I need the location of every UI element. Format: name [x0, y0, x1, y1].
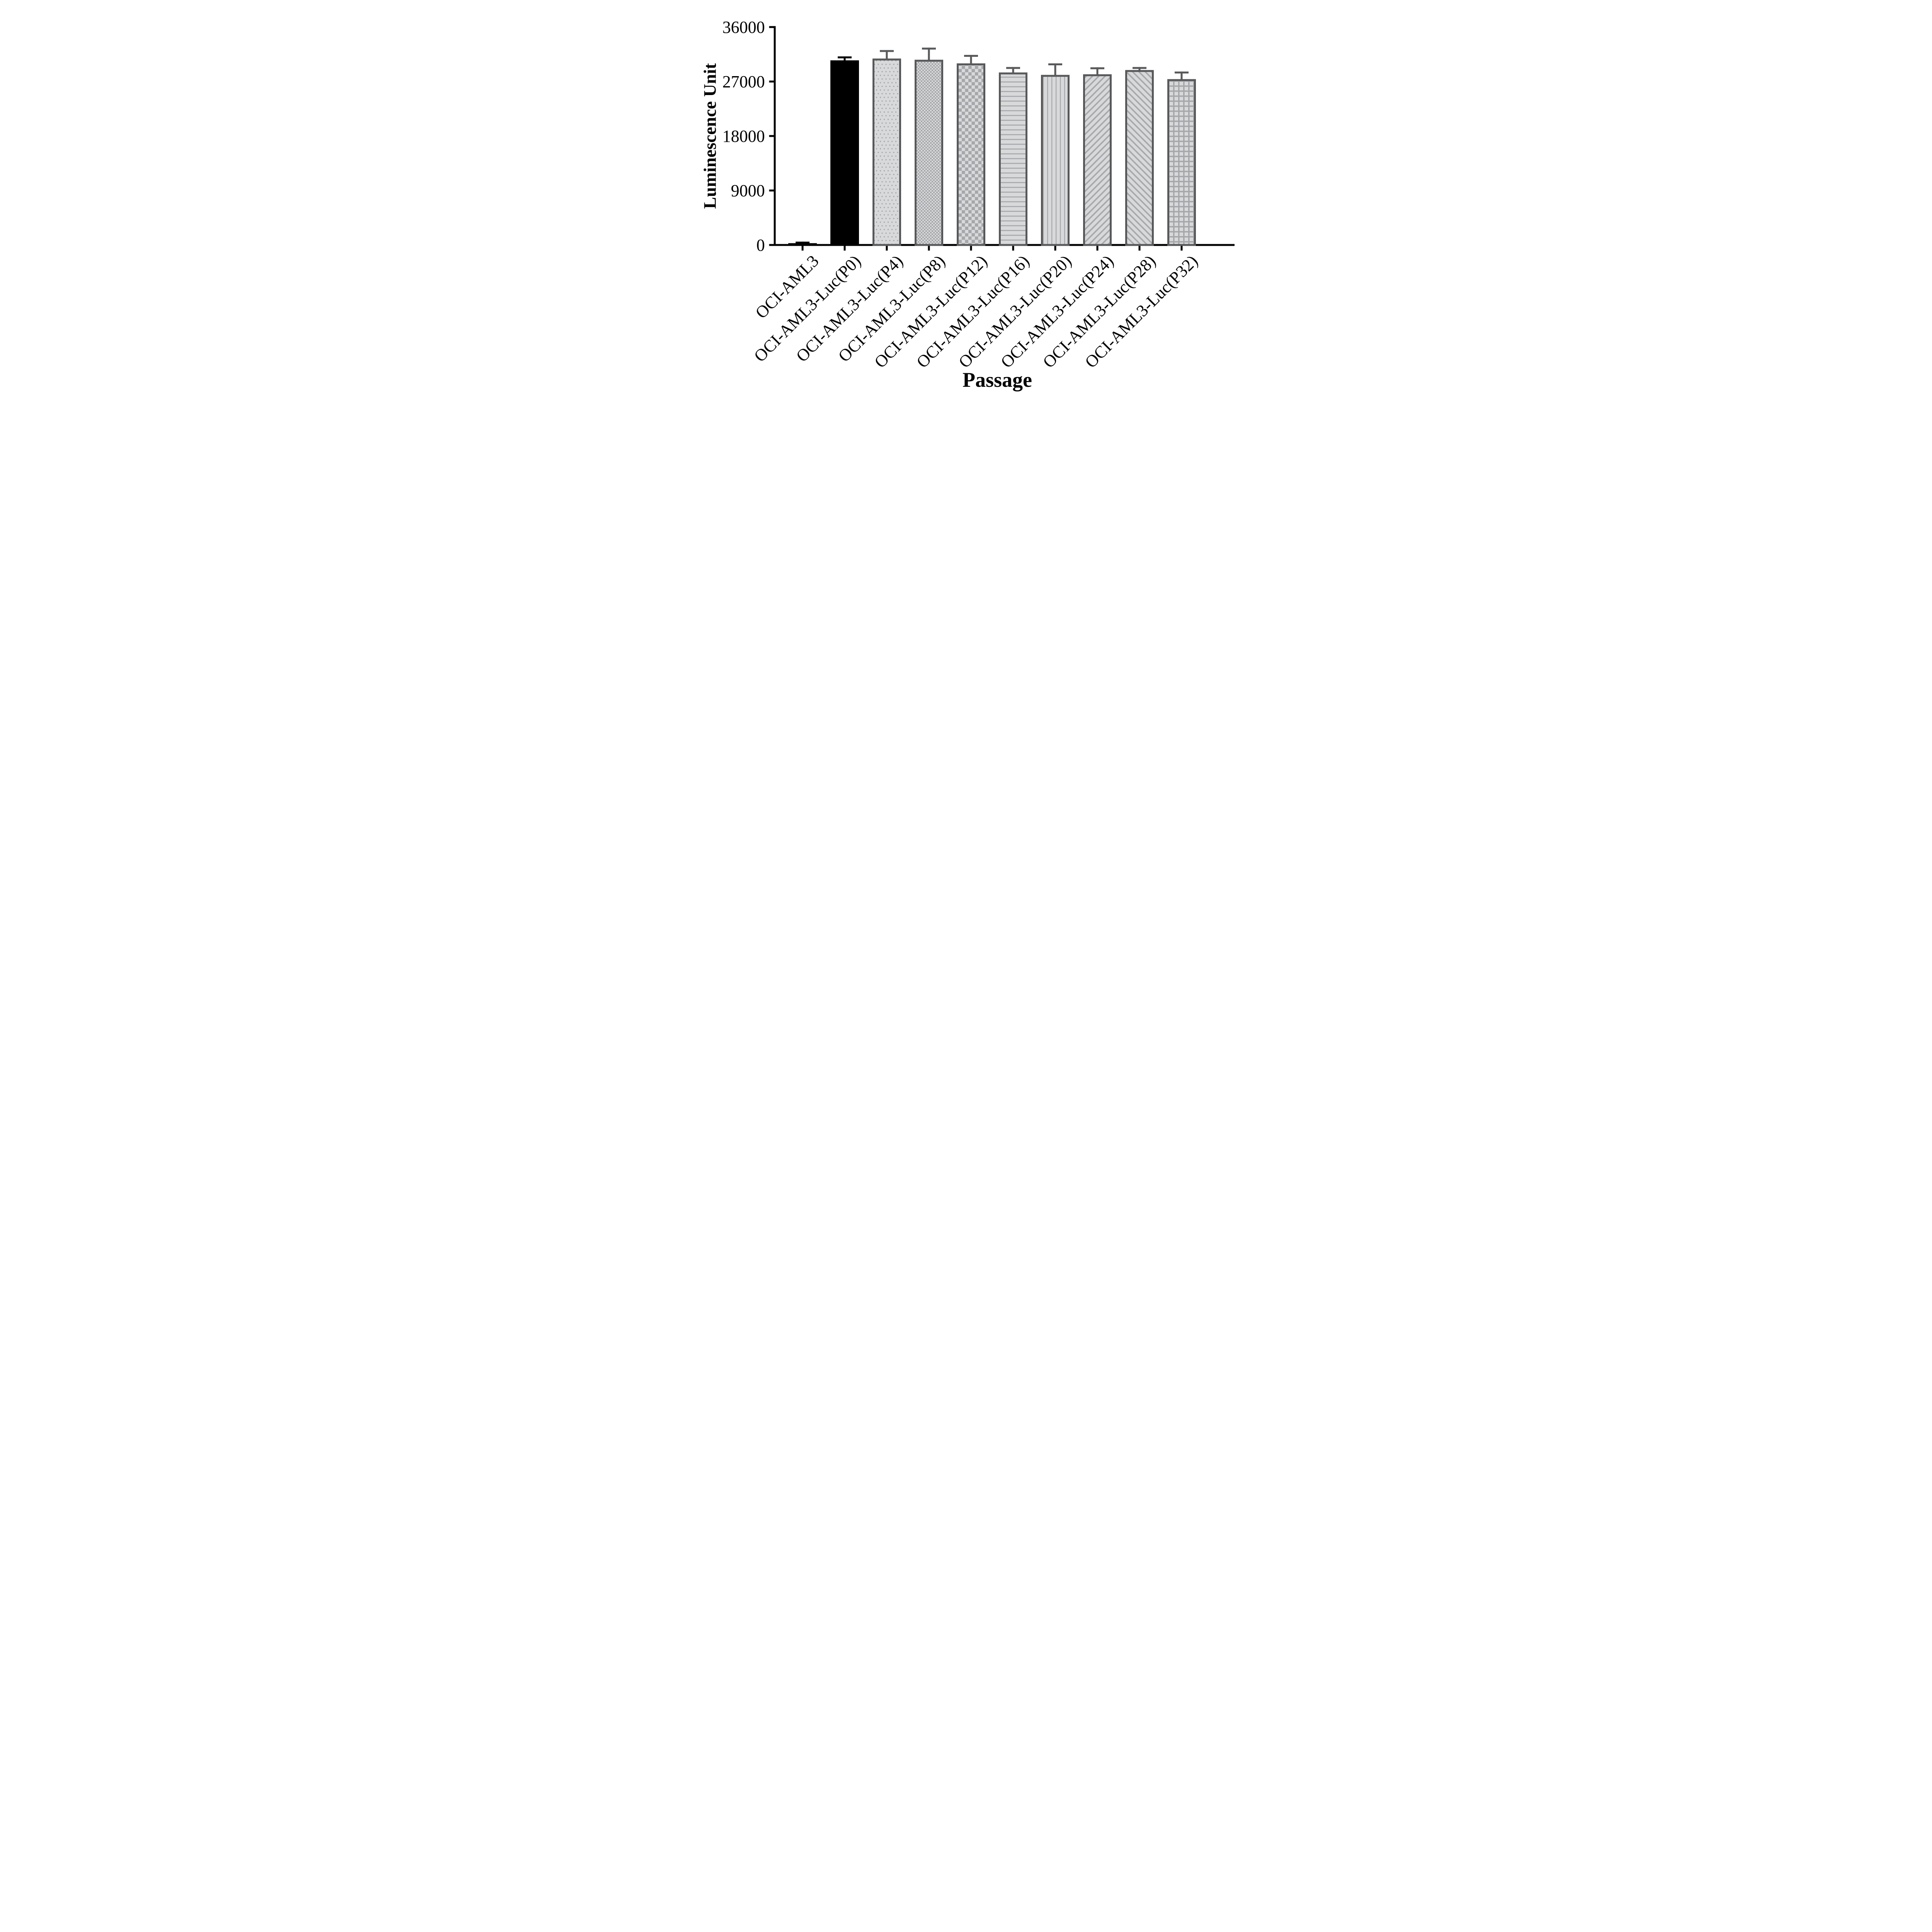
x-tick: [1054, 246, 1056, 251]
x-tick: [886, 246, 888, 251]
x-axis-title: Passage: [963, 368, 1032, 391]
error-bar-cap: [922, 48, 936, 50]
error-bar-stem: [928, 48, 930, 61]
bar-8: [1125, 70, 1154, 246]
error-bar-cap: [880, 50, 894, 52]
error-bar-stem: [970, 55, 972, 64]
y-tick-label: 0: [757, 236, 765, 255]
error-bar-cap: [1175, 71, 1189, 74]
error-bar-cap: [964, 55, 978, 57]
bar-1: [830, 60, 859, 245]
y-tick: [769, 135, 774, 137]
y-tick: [769, 26, 774, 28]
error-bar-stem: [886, 50, 888, 60]
x-tick: [844, 246, 846, 251]
y-tick-label: 27000: [723, 72, 765, 91]
error-bar-cap: [796, 242, 810, 244]
x-tick: [801, 246, 804, 251]
x-tick: [1096, 246, 1099, 251]
bar-0: [788, 243, 817, 245]
y-axis-title: Luminescence Unit: [700, 63, 720, 209]
bar-7: [1083, 74, 1112, 246]
error-bar-stem: [1012, 67, 1014, 73]
bar-6: [1041, 75, 1070, 246]
bar-9: [1167, 79, 1196, 246]
x-tick: [1012, 246, 1014, 251]
bar-3: [915, 60, 943, 246]
y-tick-label: 9000: [731, 181, 765, 200]
error-bar-cap: [1133, 67, 1146, 69]
bar-4: [957, 63, 985, 246]
y-tick: [769, 244, 774, 246]
error-bar-stem: [1180, 71, 1183, 80]
error-bar-cap: [838, 56, 852, 58]
x-tick: [928, 246, 930, 251]
y-tick-label: 18000: [723, 127, 765, 146]
error-bar-cap: [1090, 67, 1104, 70]
bar-2: [872, 58, 901, 246]
error-bar-cap: [1006, 67, 1020, 69]
y-tick: [769, 189, 774, 192]
error-bar-stem: [1096, 67, 1099, 75]
bar-chart-figure: 0 9000 18000 27000 36000 Luminescence Unit P…: [686, 0, 1246, 404]
y-tick: [769, 80, 774, 83]
x-tick: [970, 246, 972, 251]
plot-area: 0 9000 18000 27000 36000: [723, 18, 1235, 255]
y-axis-line: [774, 26, 776, 246]
x-tick: [1138, 246, 1141, 251]
error-bar-stem: [1054, 63, 1056, 76]
y-tick-label: 36000: [723, 18, 765, 37]
x-tick: [1180, 246, 1183, 251]
bar-5: [999, 72, 1027, 246]
error-bar-cap: [1048, 63, 1062, 65]
error-bar-stem: [844, 56, 846, 61]
